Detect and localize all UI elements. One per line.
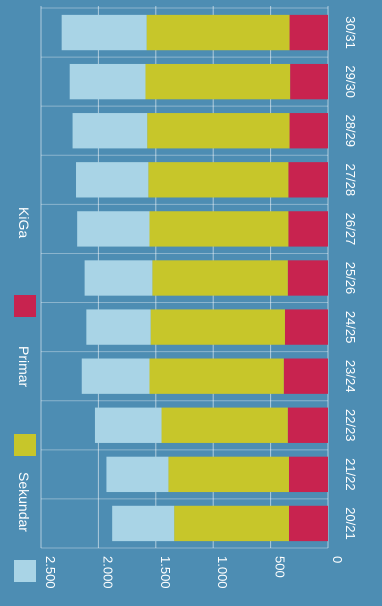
category-label: 21/22 (343, 458, 358, 491)
category-label: 24/25 (343, 311, 358, 344)
bar-kiga-23-24 (283, 358, 328, 394)
bar-kiga-24-25 (284, 309, 328, 345)
value-tick-label: 0 (330, 556, 345, 563)
bar-sekundar-24-25 (86, 309, 151, 345)
category-label: 25/26 (343, 262, 358, 295)
bar-kiga-25-26 (287, 260, 328, 296)
bar-sekundar-22-23 (94, 407, 162, 443)
bar-sekundar-23-24 (81, 358, 150, 394)
legend-label-primar: Primar (16, 346, 32, 388)
value-tick-label: 1.000 (215, 556, 230, 589)
bar-kiga-20-21 (288, 505, 328, 542)
bar-primar-25-26 (152, 260, 288, 296)
bar-sekundar-27-28 (76, 162, 149, 198)
bar-kiga-30-31 (289, 14, 328, 51)
bar-sekundar-20-21 (112, 505, 175, 542)
value-axis-ticks: 0 500 1.000 1.500 2.000 2.500 (43, 556, 345, 589)
bar-kiga-29-30 (290, 63, 328, 100)
category-label: 26/27 (343, 213, 358, 246)
legend: Sekundar Primar KiGa (14, 207, 36, 582)
category-label: 27/28 (343, 164, 358, 197)
bar-sekundar-21-22 (106, 456, 169, 493)
category-label: 22/23 (343, 409, 358, 442)
category-axis-labels: 20/21 21/22 22/23 23/24 24/25 25/26 26/27 27/28… (343, 16, 358, 539)
bar-primar-27-28 (148, 162, 289, 198)
value-tick-label: 2.000 (100, 556, 115, 589)
bar-sekundar-30-31 (61, 14, 147, 51)
bar-primar-26-27 (149, 211, 289, 247)
bar-primar-21-22 (168, 456, 289, 493)
bar-kiga-26-27 (288, 211, 328, 247)
legend-label-sekundar: Sekundar (16, 472, 32, 532)
legend-swatch-kiga (14, 295, 36, 317)
bar-primar-20-21 (174, 505, 289, 542)
category-label: 20/21 (343, 507, 358, 540)
bar-kiga-22-23 (287, 407, 328, 443)
bar-sekundar-26-27 (77, 211, 150, 247)
bar-primar-28-29 (147, 113, 290, 149)
legend-swatch-sekundar (14, 560, 36, 582)
bar-sekundar-29-30 (69, 63, 146, 100)
bar-primar-24-25 (150, 309, 285, 345)
category-label: 30/31 (343, 16, 358, 49)
bar-primar-22-23 (161, 407, 288, 443)
value-tick-label: 2.500 (43, 556, 58, 589)
category-label: 28/29 (343, 114, 358, 147)
legend-label-kiga: KiGa (16, 207, 32, 238)
bar-kiga-27-28 (288, 162, 328, 198)
category-label: 29/30 (343, 65, 358, 98)
bar-sekundar-28-29 (72, 113, 148, 149)
bar-primar-23-24 (149, 358, 284, 394)
bar-kiga-21-22 (288, 456, 328, 493)
bar-primar-30-31 (146, 14, 290, 51)
value-tick-label: 1.500 (158, 556, 173, 589)
legend-swatch-primar (14, 434, 36, 456)
bar-primar-29-30 (145, 63, 291, 100)
value-tick-label: 500 (273, 556, 288, 578)
bar-sekundar-25-26 (84, 260, 153, 296)
bar-kiga-28-29 (289, 113, 328, 149)
category-label: 23/24 (343, 360, 358, 393)
bars (61, 14, 328, 542)
